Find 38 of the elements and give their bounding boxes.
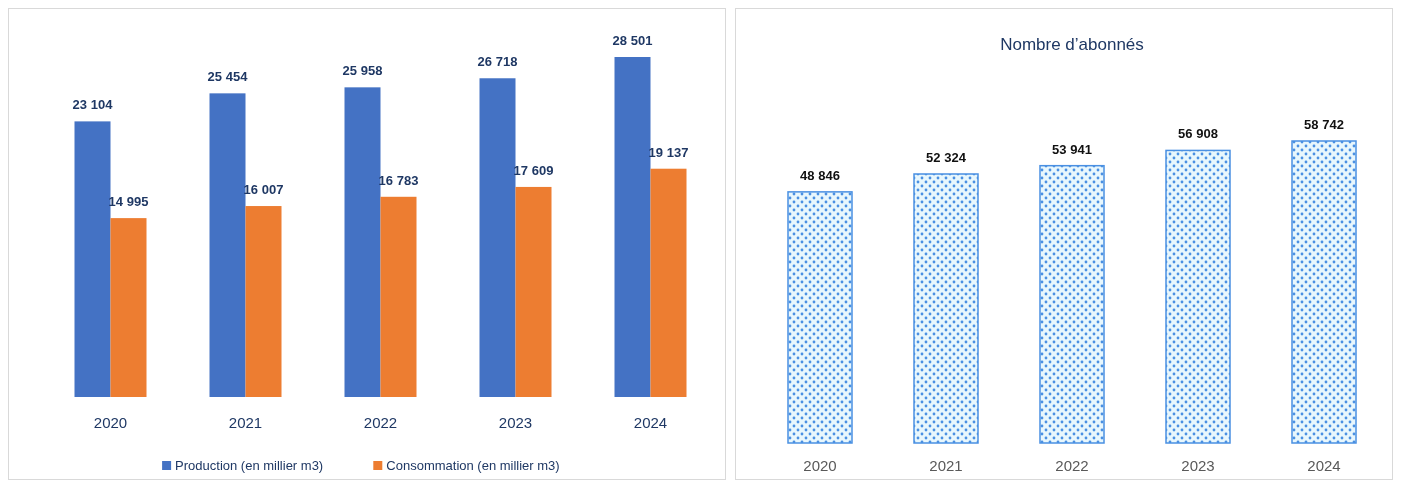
- bar: [614, 57, 651, 397]
- data-label: 48 846: [800, 167, 840, 183]
- x-tick-label: 2022: [1055, 457, 1089, 474]
- data-label: 25 958: [342, 63, 383, 79]
- bar: [245, 206, 282, 397]
- data-label: 56 908: [1178, 126, 1218, 142]
- x-tick-label: 2024: [1307, 457, 1341, 474]
- x-tick-label: 2021: [228, 414, 263, 431]
- data-label: 25 454: [207, 69, 249, 85]
- bar: [1039, 164, 1105, 444]
- data-label: 26 718: [477, 54, 518, 70]
- bar: [479, 78, 516, 397]
- data-label: 53 941: [1052, 141, 1092, 157]
- bar: [110, 218, 147, 397]
- x-tick-label: 2020: [803, 457, 837, 474]
- data-label: 28 501: [612, 33, 653, 48]
- bar: [380, 196, 417, 397]
- x-tick-label: 2020: [93, 414, 128, 431]
- bar: [913, 173, 979, 444]
- data-label: 23 104: [72, 97, 114, 113]
- bar: [1291, 140, 1357, 444]
- bar: [209, 93, 246, 397]
- bar: [650, 168, 687, 397]
- x-tick-label: 2022: [363, 414, 398, 431]
- legend-label: Production (en millier m3): [175, 458, 324, 473]
- x-tick-label: 2021: [929, 457, 963, 474]
- bar: [515, 186, 552, 397]
- bar: [1165, 149, 1231, 444]
- x-tick-label: 2024: [633, 414, 668, 431]
- x-tick-label: 2023: [1181, 457, 1215, 474]
- data-label: 52 324: [926, 150, 967, 165]
- x-tick-label: 2023: [498, 414, 533, 431]
- bar: [787, 191, 853, 444]
- data-label: 58 742: [1304, 117, 1344, 132]
- bar: [74, 121, 111, 397]
- bar: [344, 87, 381, 397]
- chart-title: Nombre d’abonnés: [1000, 35, 1144, 54]
- legend-label: Consommation (en millier m3): [386, 458, 560, 473]
